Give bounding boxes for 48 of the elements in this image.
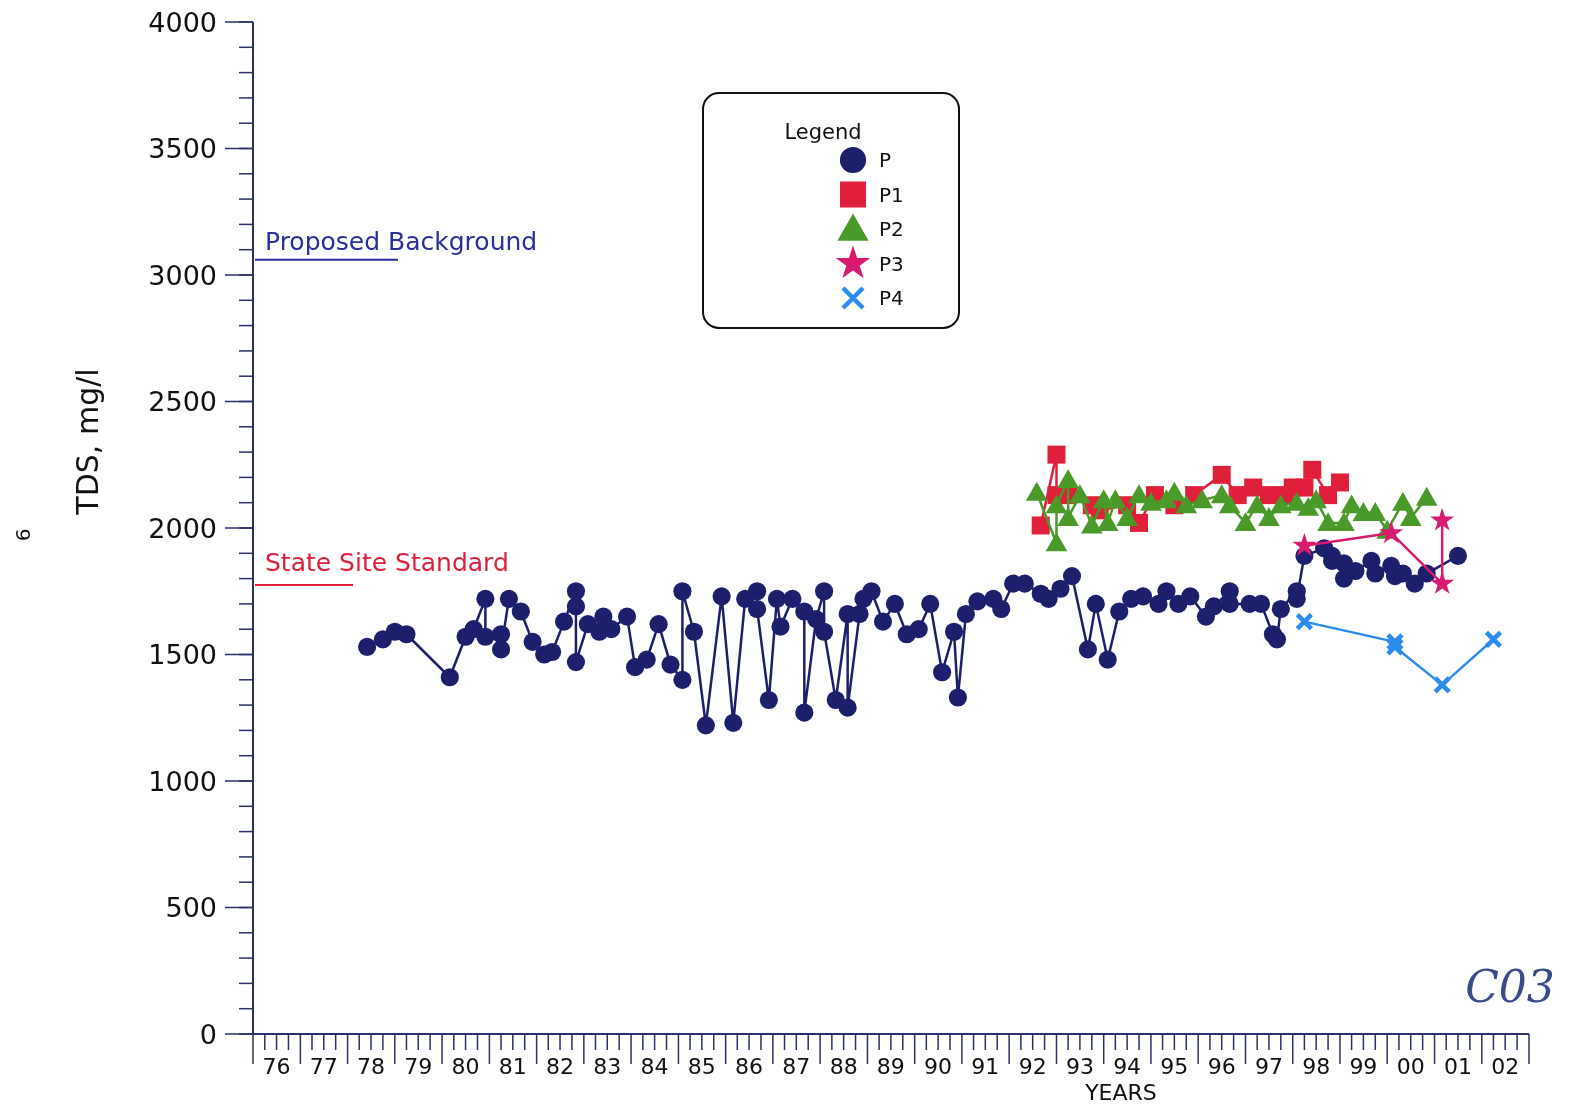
x-axis-title: YEARS	[1084, 1080, 1157, 1105]
legend-label: P	[879, 148, 892, 173]
x-tick-label: 81	[498, 1054, 527, 1079]
ref-line-label: State Site Standard	[265, 547, 509, 577]
y-tick-label: 500	[165, 892, 217, 924]
x-tick-label: 80	[451, 1054, 480, 1079]
x-tick-label: 93	[1065, 1054, 1094, 1079]
x-tick-label: 92	[1018, 1054, 1047, 1079]
legend-label: P3	[879, 251, 904, 276]
y-tick-label: 3500	[148, 133, 217, 165]
y-tick-label: 0	[199, 1018, 217, 1050]
x-tick-label: 91	[971, 1054, 1000, 1079]
x-tick-label: 89	[876, 1054, 905, 1079]
x-tick-label: 98	[1302, 1054, 1331, 1079]
text: 6	[11, 528, 35, 542]
x-tick-label: 94	[1113, 1054, 1142, 1079]
x-tick-label: 99	[1349, 1054, 1378, 1079]
x-tick-label: 01	[1443, 1054, 1472, 1079]
x-tick-label: 97	[1254, 1054, 1283, 1079]
x-tick-label: 78	[357, 1054, 385, 1079]
legend-label: P2	[879, 217, 904, 242]
y-tick-label: 2500	[148, 386, 217, 418]
x-tick-label: 77	[309, 1054, 338, 1079]
x-tick-label: 87	[782, 1054, 811, 1079]
x-tick-label: 76	[262, 1054, 291, 1079]
x-tick-label: 90	[924, 1054, 953, 1079]
y-tick-label: 3000	[148, 259, 217, 291]
annotation: C03	[1465, 961, 1555, 1012]
x-tick-label: 83	[593, 1054, 622, 1079]
legend-label: P4	[879, 286, 904, 311]
x-tick-label: 85	[687, 1054, 716, 1079]
x-tick-label: 96	[1207, 1054, 1236, 1079]
x-tick-label: 86	[735, 1054, 764, 1079]
x-tick-label: 02	[1491, 1054, 1520, 1079]
y-tick-label: 2000	[148, 512, 217, 544]
y-tick-label: 1000	[148, 765, 217, 797]
ref-line-label: Proposed Background	[265, 226, 538, 256]
y-tick-label: 1500	[148, 639, 217, 671]
legend-label: P1	[879, 182, 904, 207]
y-axis-title: TDS, mg/l	[70, 368, 105, 516]
x-tick-label: 84	[640, 1054, 669, 1079]
x-tick-label: 82	[546, 1054, 575, 1079]
x-tick-label: 95	[1160, 1054, 1189, 1079]
y-tick-label: 4000	[148, 6, 217, 38]
legend-title: Legend	[784, 120, 862, 144]
x-tick-label: 88	[829, 1054, 858, 1079]
x-tick-label: 00	[1396, 1054, 1425, 1079]
x-tick-label: 79	[404, 1054, 433, 1079]
